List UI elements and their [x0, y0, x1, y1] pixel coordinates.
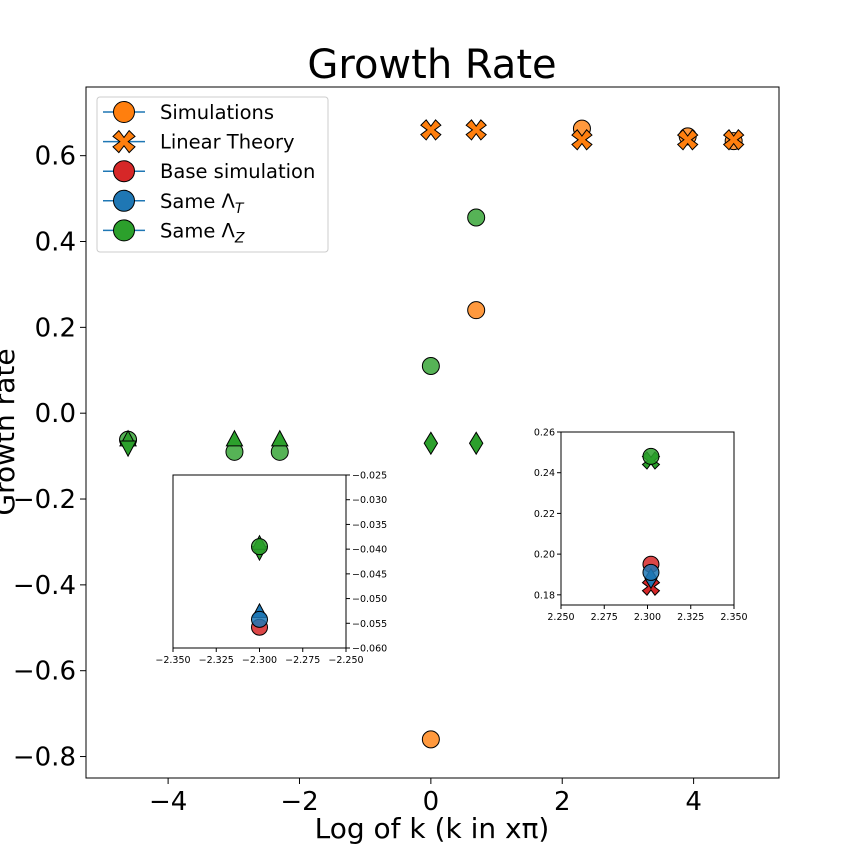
inset-x-tick-label: 2.300 — [634, 612, 661, 623]
inset-x-tick-label: 2.250 — [547, 612, 574, 623]
inset-layer: −2.350 −2.325 −2.300 −2.275 −2.250 −0.025 −0.0… — [155, 428, 747, 667]
legend-label: Linear Theory — [160, 131, 295, 154]
y-tick-label: 0.6 — [35, 142, 76, 172]
legend-label-subscript: T — [235, 201, 245, 217]
legend-marker — [113, 219, 135, 242]
data-point — [423, 431, 439, 456]
inset-y-tick-label: 0.26 — [534, 428, 555, 439]
inset-y-tick-label: 0.22 — [534, 509, 555, 520]
inset-y-tick-label: −0.040 — [352, 545, 387, 556]
data-point — [420, 119, 442, 141]
inset-data-point — [642, 447, 660, 465]
legend-label: Same ΛZ — [160, 219, 245, 246]
inset-plot: −2.350 −2.325 −2.300 −2.275 −2.250 −0.025 −0.0… — [155, 471, 387, 667]
legend-frame — [96, 96, 329, 253]
data-point — [119, 440, 137, 458]
data-point — [421, 730, 440, 749]
data-point — [467, 301, 486, 320]
x-tick-label: 2 — [554, 787, 571, 817]
chart-title: Growth Rate — [307, 42, 556, 88]
inset-y-tick-label: −0.025 — [352, 471, 387, 482]
inset-x-tick-label: −2.300 — [242, 655, 277, 666]
y-axis-label: Growth rate — [0, 348, 21, 515]
legend-marker — [113, 101, 135, 123]
legend-label: Simulations — [160, 101, 274, 124]
y-tick-label: −0.2 — [13, 485, 76, 515]
x-tick-label: 0 — [423, 787, 440, 817]
inset-x-tick-label: −2.350 — [155, 655, 190, 666]
data-point — [270, 429, 289, 447]
inset-data-point — [251, 610, 268, 628]
y-tick-label: 0.2 — [35, 313, 76, 343]
inset-y-tick-label: −0.030 — [352, 495, 387, 506]
y-tick-label: −0.6 — [13, 657, 76, 687]
data-point — [722, 129, 745, 151]
data-point — [465, 119, 487, 141]
x-axis-label: Log of k (k in xπ) — [315, 812, 550, 845]
inset-y-tick-label: −0.045 — [352, 569, 387, 580]
inset-y-tick-label: −0.035 — [352, 520, 387, 531]
y-tick-label: −0.4 — [13, 571, 76, 601]
y-tick-label: 0.4 — [35, 228, 76, 258]
inset-x-tick-label: 2.350 — [720, 612, 747, 623]
inset-y-tick-label: −0.060 — [352, 644, 387, 655]
y-tick-label: −0.8 — [13, 743, 76, 773]
legend-label-subscript: Z — [234, 230, 245, 246]
inset-y-tick-label: −0.050 — [352, 594, 387, 605]
data-point — [467, 208, 486, 227]
inset-y-tick-label: −0.055 — [352, 619, 387, 630]
inset-y-tick-label: 0.18 — [534, 590, 555, 601]
inset-x-tick-label: −2.325 — [199, 655, 234, 666]
x-tick-label: −2 — [280, 787, 318, 817]
inset-data-point — [251, 538, 268, 556]
legend-label: Base simulation — [160, 160, 315, 183]
inset-plot: 2.250 2.275 2.300 2.325 2.350 0.18 0.20 0.22 0.2… — [534, 428, 748, 624]
inset-x-tick-label: −2.250 — [328, 655, 363, 666]
legend-label: Same ΛT — [160, 190, 245, 217]
legend: Simulations Linear Theory Base simulation S… — [96, 96, 329, 253]
x-tick-label: 4 — [685, 787, 702, 817]
legend-marker — [113, 189, 135, 212]
inset-x-tick-label: 2.325 — [677, 612, 704, 623]
data-point — [571, 129, 593, 151]
legend-marker — [112, 129, 136, 154]
inset-y-tick-label: 0.24 — [534, 468, 555, 479]
x-tick-label: −4 — [149, 787, 187, 817]
data-point — [421, 356, 440, 375]
data-point — [225, 429, 244, 447]
legend-marker — [113, 160, 135, 183]
inset-x-tick-label: −2.275 — [285, 655, 320, 666]
inset-y-tick-label: 0.20 — [534, 550, 555, 561]
inset-x-tick-label: 2.275 — [591, 612, 618, 623]
y-tick-label: 0.0 — [35, 399, 76, 429]
inset-data-point — [642, 563, 660, 581]
data-point — [676, 129, 699, 151]
data-point — [468, 431, 484, 456]
